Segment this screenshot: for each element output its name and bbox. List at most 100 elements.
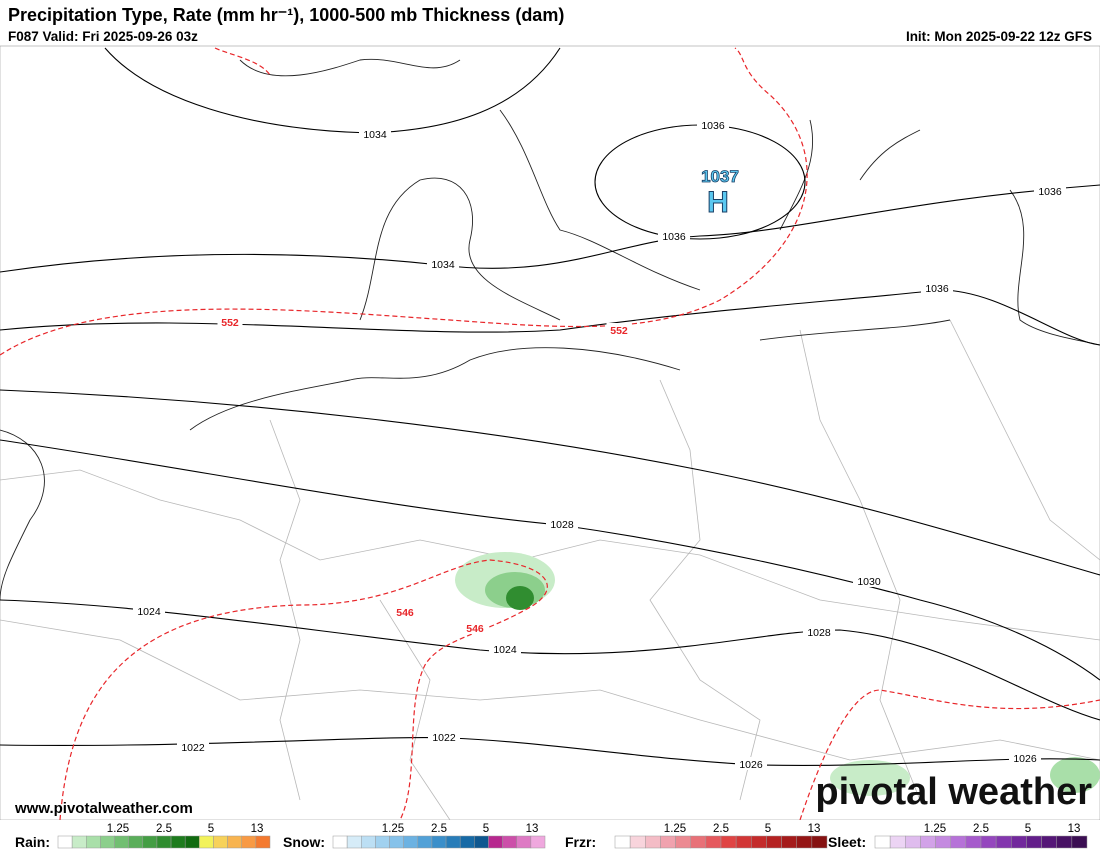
color-swatch (751, 835, 767, 849)
isobar-label-bg (921, 281, 953, 294)
color-swatch (1041, 835, 1057, 849)
legend-tick-label: 5 (208, 823, 214, 835)
color-swatch (629, 835, 646, 849)
isobar-label-bg (427, 257, 459, 270)
precip-area (455, 552, 1100, 796)
color-swatch (965, 835, 982, 849)
color-swatch (690, 835, 707, 849)
legend-tick-label: 1.25 (382, 823, 404, 835)
color-swatch (417, 835, 433, 849)
color-swatch (614, 835, 631, 849)
isobar-label: 1036 (1038, 186, 1062, 198)
high-pressure-symbol: H (707, 186, 729, 219)
legend-tick-label: 2.5 (156, 823, 172, 835)
color-swatch (213, 835, 228, 849)
isobar-label-bg (359, 127, 391, 140)
precip-heavy (506, 586, 534, 610)
color-swatch (86, 835, 101, 849)
isobar-label: 1026 (1013, 753, 1037, 765)
legend-label: Rain: (15, 834, 50, 850)
legend-tick-label: 13 (1068, 823, 1081, 835)
color-swatch (142, 835, 158, 849)
thickness-label: 546 (396, 607, 414, 619)
color-swatch (241, 835, 257, 849)
thickness-label: 552 (221, 317, 239, 329)
isobar-label-bg (853, 574, 885, 587)
legend-label: Snow: (283, 834, 325, 850)
isobars (0, 47, 1100, 767)
title: Precipitation Type, Rate (mm hr⁻¹), 1000… (8, 5, 564, 25)
isobar-label-bg (735, 757, 767, 770)
color-swatch (170, 835, 186, 849)
thickness-label-bg (462, 621, 488, 634)
color-swatch (346, 835, 362, 849)
color-swatch (766, 835, 782, 849)
color-swatch (199, 835, 214, 849)
map-frame (0, 45, 1100, 821)
color-swatch (935, 835, 951, 849)
isobar-label: 1034 (431, 259, 455, 271)
color-swatch (445, 835, 461, 849)
legend-tick-label: 13 (526, 823, 539, 835)
isobar-label-bg (428, 730, 460, 743)
color-swatch (781, 835, 797, 849)
thickness-label-bg (217, 315, 243, 328)
color-swatch (950, 835, 967, 849)
color-swatch (705, 835, 722, 849)
legend-tick-label: 13 (251, 823, 264, 835)
color-swatch (530, 835, 546, 849)
color-swatch (889, 835, 906, 849)
color-swatch (1026, 835, 1042, 849)
coastlines (0, 58, 1100, 601)
init-time: Init: Mon 2025-09-22 12z GFS (906, 29, 1092, 44)
color-swatch (675, 835, 691, 849)
color-swatch (114, 835, 129, 849)
color-swatch (905, 835, 921, 849)
color-swatch (227, 835, 242, 849)
color-swatch (431, 835, 447, 849)
isobar-label: 1036 (701, 120, 725, 132)
color-swatch (811, 835, 828, 849)
high-pressure-value: 1037 (701, 167, 739, 186)
isobar-label: 1028 (550, 519, 574, 531)
color-swatch (361, 835, 376, 849)
color-swatch (516, 835, 532, 849)
valid-time: F087 Valid: Fri 2025-09-26 03z (8, 29, 198, 44)
isobar-label-bg (489, 642, 521, 655)
color-swatch (255, 835, 271, 849)
color-swatch (57, 835, 73, 849)
color-swatch (874, 835, 891, 849)
isobar-label-bg (1034, 184, 1066, 197)
legend-tick-label: 2.5 (713, 823, 729, 835)
thickness-label: 546 (466, 623, 484, 635)
thickness-label-bg (392, 605, 418, 618)
website: www.pivotalweather.com (14, 800, 193, 817)
borders (0, 319, 1100, 821)
thickness-label-bg (606, 323, 632, 336)
color-swatch (980, 835, 997, 849)
isobar-label: 1024 (137, 606, 161, 618)
thickness-label: 552 (610, 325, 628, 337)
legend-label: Sleet: (828, 834, 866, 850)
legend-tick-label: 5 (483, 823, 489, 835)
isobar-label-bg (658, 229, 690, 242)
isobar-label-bg (133, 604, 165, 617)
color-swatch (375, 835, 390, 849)
legend-tick-label: 1.25 (107, 823, 129, 835)
isobar-label-bg (803, 625, 835, 638)
legend-tick-label: 2.5 (973, 823, 989, 835)
isobar-label: 1022 (432, 732, 456, 744)
color-swatch (502, 835, 517, 849)
color-swatch (71, 835, 87, 849)
color-swatch (403, 835, 419, 849)
isobar-label-bg (177, 740, 209, 753)
isobar-label: 1024 (493, 644, 517, 656)
color-swatch (128, 835, 144, 849)
color-swatch (1011, 835, 1027, 849)
precip-light (830, 760, 910, 796)
precip-light (1050, 757, 1100, 793)
color-swatch (720, 835, 737, 849)
legend-tick-label: 1.25 (664, 823, 686, 835)
isobar-label: 1036 (662, 231, 686, 243)
